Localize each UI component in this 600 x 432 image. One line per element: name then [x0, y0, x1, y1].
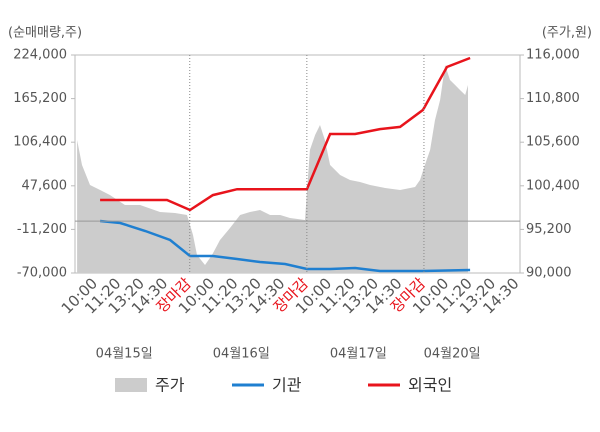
y-tick-label: -11,200	[17, 222, 67, 237]
y2-tick-label: 90,000	[526, 266, 572, 281]
y2-tick-label: 116,000	[526, 48, 580, 63]
date-label: 04월20일	[424, 347, 481, 362]
legend-label: 주가	[155, 376, 185, 395]
y-tick-label: -70,000	[17, 266, 67, 281]
y-tick-label: 224,000	[13, 48, 67, 63]
y-tick-label: 165,200	[13, 91, 67, 106]
date-label: 04월15일	[96, 347, 153, 362]
legend-label: 기관	[272, 376, 302, 395]
y2-axis-label: (주가,원)	[542, 26, 592, 41]
y2-tick-label: 110,800	[526, 91, 580, 106]
date-label: 04월16일	[213, 347, 270, 362]
series-line	[99, 219, 471, 273]
legend-swatch	[115, 378, 147, 392]
date-label: 04월17일	[330, 347, 387, 362]
series-line	[100, 56, 471, 212]
y2-tick-label: 105,600	[526, 135, 580, 150]
y2-tick-label: 100,400	[526, 178, 580, 193]
y-tick-label: 47,600	[22, 178, 68, 193]
y-tick-label: 106,400	[13, 135, 67, 150]
legend-label: 외국인	[408, 376, 452, 395]
y2-tick-label: 95,200	[526, 222, 572, 237]
price-area	[77, 65, 469, 273]
y-axis-label: (순매매량,주)	[8, 26, 82, 41]
